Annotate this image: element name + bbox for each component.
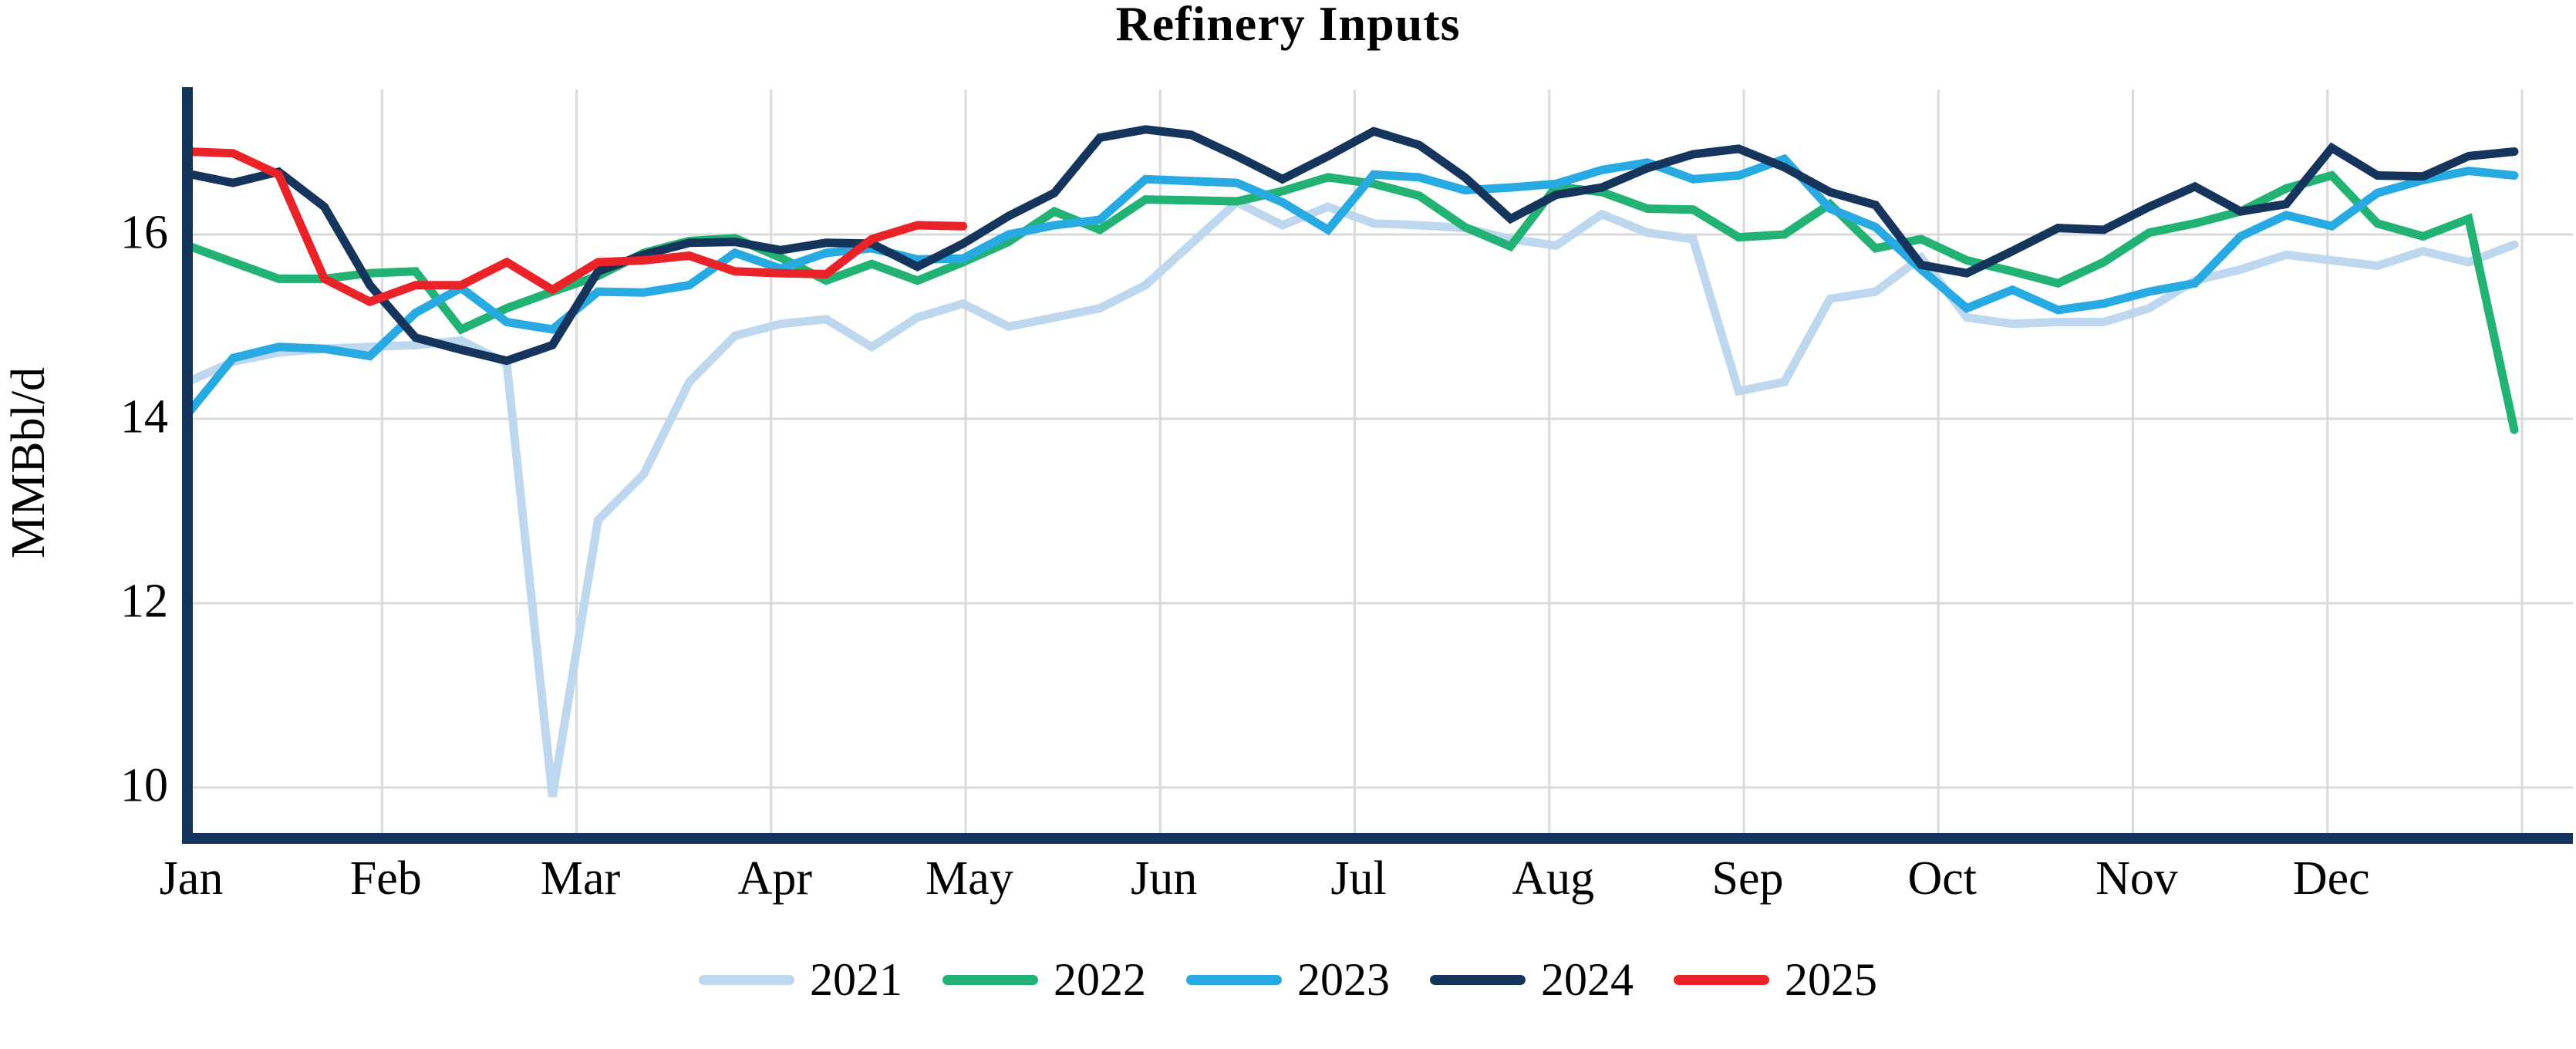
x-tick-aug: Aug [1512,852,1595,905]
x-tick-jun: Jun [1131,852,1198,905]
legend-label-2023: 2023 [1297,954,1390,1005]
x-tick-apr: Apr [737,852,812,905]
x-axis-spine [182,833,2573,844]
y-tick-16: 16 [120,206,168,259]
x-tick-oct: Oct [1907,852,1978,905]
legend-item-2022: 2022 [942,956,1146,1003]
x-tick-mar: Mar [540,852,621,905]
legend-label-2025: 2025 [1785,954,1877,1005]
legend-item-2023: 2023 [1186,956,1390,1003]
y-axis-spine [182,87,193,844]
y-tick-12: 12 [120,575,168,628]
x-tick-sep: Sep [1711,852,1784,905]
chart-title: Refinery Inputs [1115,0,1461,51]
series-line-2022 [183,170,2519,434]
series-line-2024 [183,125,2519,366]
x-tick-jul: Jul [1330,852,1387,905]
legend-label-2021: 2021 [810,954,902,1005]
legend-label-2022: 2022 [1054,954,1146,1005]
series-line-2021 [183,197,2519,798]
legend-swatch-2021 [699,974,794,985]
legend-swatch-2025 [1674,974,1769,985]
y-tick-10: 10 [120,759,168,812]
legend-swatch-2022 [942,974,1038,985]
legend-label-2024: 2024 [1541,954,1634,1005]
legend-item-2025: 2025 [1674,956,1877,1003]
x-tick-dec: Dec [2292,852,2370,905]
legend: 2021 2022 2023 2024 2025 [0,956,2576,1003]
x-tick-feb: Feb [349,852,422,905]
x-tick-nov: Nov [2096,852,2178,905]
y-tick-14: 14 [120,390,168,444]
series-line-2025 [183,147,968,307]
legend-swatch-2024 [1430,974,1526,985]
x-tick-jan: Jan [159,852,224,905]
legend-item-2024: 2024 [1430,956,1634,1003]
x-tick-may: May [926,852,1013,905]
legend-item-2021: 2021 [699,956,902,1003]
legend-swatch-2023 [1186,974,1282,985]
